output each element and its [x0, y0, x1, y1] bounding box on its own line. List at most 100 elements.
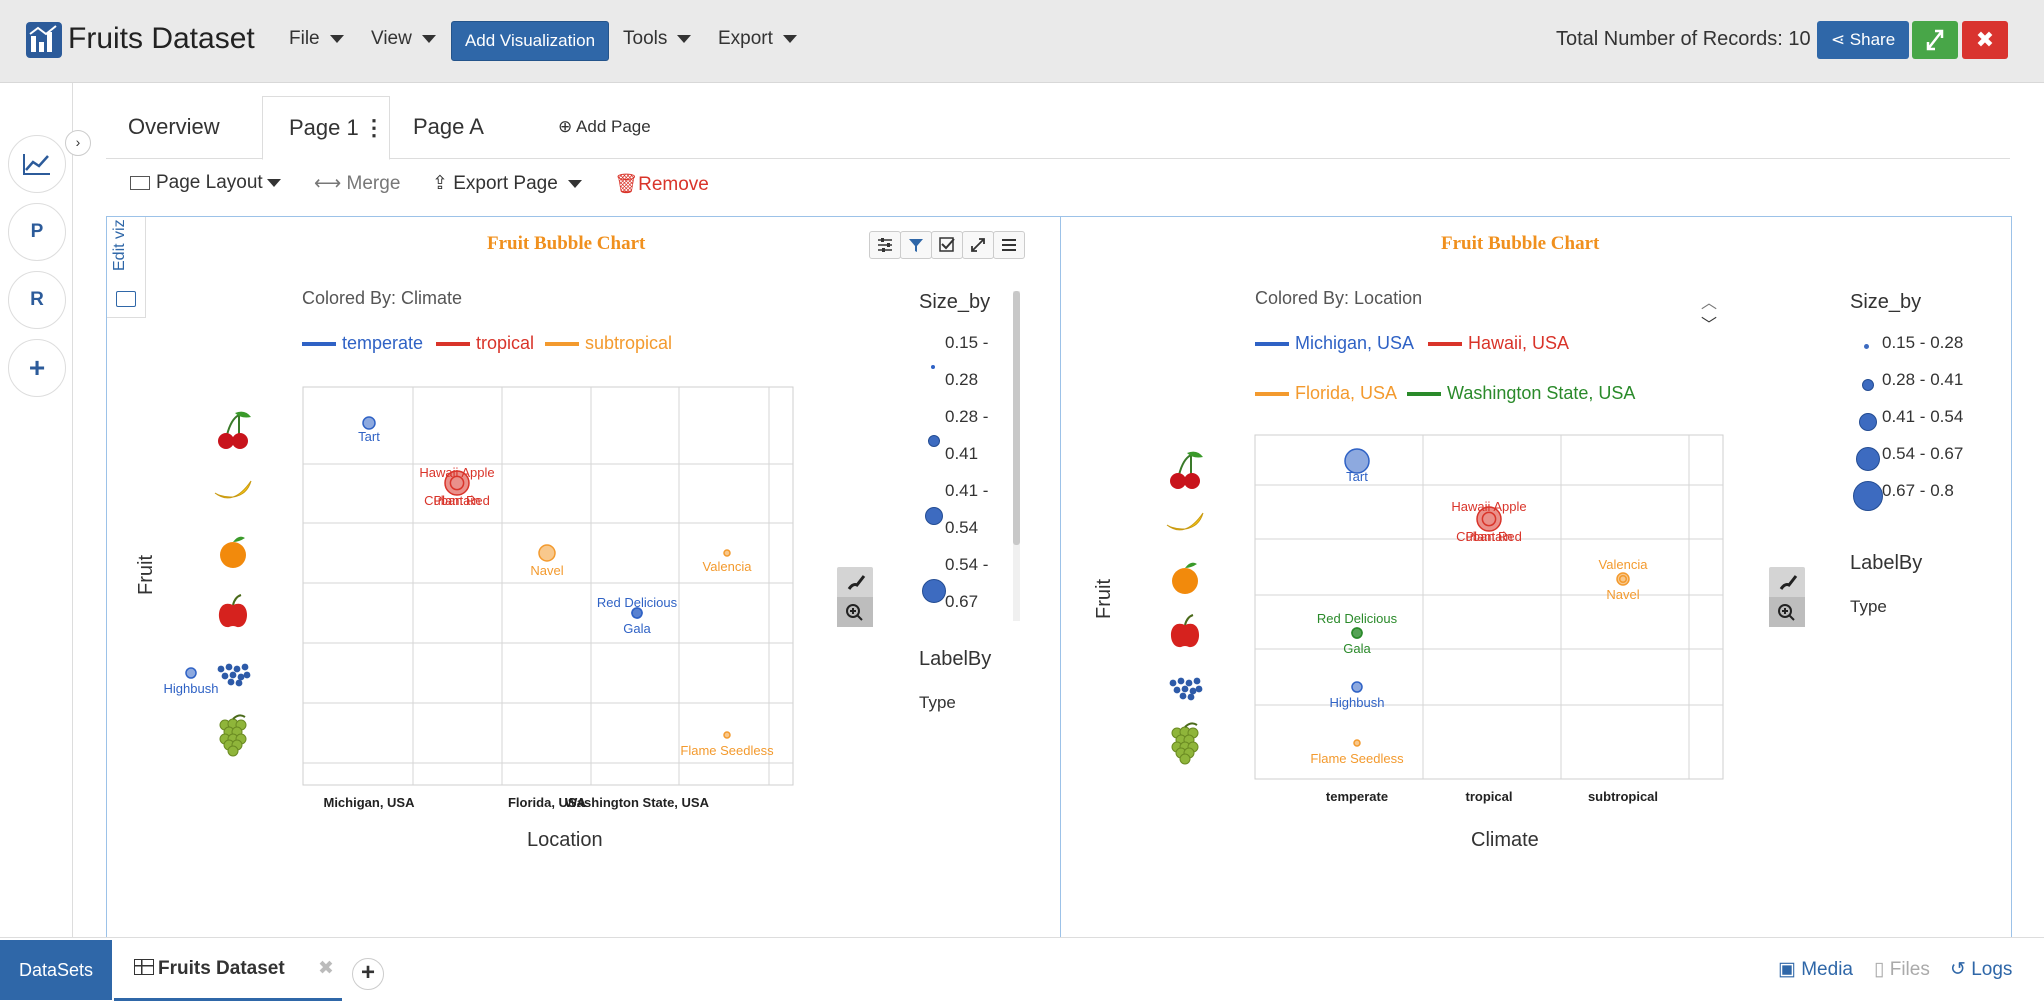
bubble-chart-right: temperate tropical subtropical Tart Hawaii A…	[1166, 434, 1724, 804]
bubble-label: Hawaii Apple	[1451, 499, 1526, 514]
legend-swatch	[1407, 392, 1441, 397]
bubble-point[interactable]	[1353, 739, 1361, 747]
brush-button[interactable]	[1769, 567, 1805, 597]
files-link[interactable]: ▯ Files	[1874, 959, 1930, 980]
settings-sliders-button[interactable]	[869, 231, 901, 259]
tab-page-1[interactable]: Page 1 ⋮	[262, 96, 390, 160]
bubble-label: Hawaii Apple	[419, 465, 494, 480]
tab-options-icon[interactable]: ⋮	[363, 115, 385, 140]
media-link[interactable]: ▣ Media	[1778, 959, 1853, 980]
share-icon: ⋖	[1830, 30, 1850, 49]
tab-overview[interactable]: Overview	[128, 114, 220, 139]
bubble-label: Navel	[530, 563, 563, 578]
add-visualization-button[interactable]: Add Visualization	[451, 21, 609, 61]
dataset-tab[interactable]: Fruits Dataset ✖	[114, 940, 342, 1001]
bubble-point[interactable]	[631, 607, 643, 619]
legend-scroll-down-icon[interactable]: ﹀	[1701, 317, 1718, 334]
close-button[interactable]: ✖	[1962, 21, 2008, 59]
legend-item-tropical[interactable]: tropical	[436, 333, 534, 354]
apple-icon	[1170, 614, 1200, 648]
plot-frame	[1254, 434, 1724, 780]
logs-link[interactable]: ↺ Logs	[1950, 959, 2013, 980]
caret-down-icon	[266, 178, 281, 187]
legend-scrollbar[interactable]	[1013, 291, 1020, 621]
sliders-icon	[878, 238, 892, 252]
hamburger-icon	[1002, 239, 1016, 251]
remove-page-button[interactable]: 🗑Remove	[614, 174, 709, 195]
legend-item-temperate[interactable]: temperate	[302, 333, 423, 354]
bubble-label: Flame Seedless	[1310, 751, 1404, 766]
arrows-horizontal-icon: ⟷	[314, 173, 347, 194]
file-menu[interactable]: File	[289, 28, 344, 50]
bubble-point[interactable]	[1616, 572, 1630, 586]
export-page-dropdown[interactable]: ⇪ Export Page	[432, 172, 582, 195]
legend-item-washington[interactable]: Washington State, USA	[1407, 383, 1635, 404]
tab-page-a[interactable]: Page A	[413, 114, 484, 139]
export-menu[interactable]: Export	[718, 28, 797, 50]
legend-swatch	[1428, 342, 1462, 347]
bubble-point[interactable]	[1476, 506, 1502, 532]
bubble-label: Red Delicious	[597, 595, 678, 610]
bubble-point[interactable]	[723, 731, 731, 739]
zoom-button[interactable]	[837, 597, 873, 627]
menu-button[interactable]	[993, 231, 1025, 259]
close-icon: ✖	[1975, 27, 1995, 52]
rail-add-button[interactable]: +	[8, 339, 66, 397]
legend-item-subtropical[interactable]: subtropical	[545, 333, 672, 354]
legend-item-hawaii[interactable]: Hawaii, USA	[1428, 333, 1569, 354]
bubble-label: Tart	[1346, 469, 1368, 484]
page-layout-dropdown[interactable]: Page Layout	[130, 172, 281, 194]
zoom-button[interactable]	[1769, 597, 1805, 627]
legend-item-michigan[interactable]: Michigan, USA	[1255, 333, 1414, 354]
brush-button[interactable]	[837, 567, 873, 597]
select-button[interactable]	[931, 231, 963, 259]
bubble-point[interactable]	[723, 549, 731, 557]
fullscreen-button[interactable]	[1912, 21, 1958, 59]
merge-button[interactable]: ⟷ Merge	[314, 173, 401, 194]
size-by-title: Size_by	[1850, 291, 1922, 313]
add-page-button[interactable]: ⊕ Add Page	[558, 117, 651, 136]
viz-panel-left: Edit viz Fruit Bubble Chart Colored By: …	[106, 216, 1062, 938]
share-button[interactable]: ⋖ Share	[1817, 21, 1909, 59]
bubble-point[interactable]	[538, 544, 556, 562]
table-icon	[134, 959, 154, 975]
legend-swatch	[1255, 342, 1289, 347]
bubble-point[interactable]	[1344, 448, 1370, 474]
size-marker-4	[1856, 447, 1880, 471]
size-by-legend-scroll[interactable]: 0.15 - 0.28 0.28 - 0.41 0.41 - 0.54 0.54…	[919, 333, 1019, 663]
layout-icon	[130, 175, 150, 190]
bubble-point[interactable]	[444, 470, 470, 496]
rail-button-r[interactable]: R	[8, 271, 66, 329]
bubble-label: Navel	[1606, 587, 1639, 602]
app-logo-icon	[26, 22, 62, 58]
x-axis-title: Location	[527, 829, 603, 851]
bubble-point[interactable]	[185, 667, 197, 679]
size-marker-5	[1853, 481, 1883, 511]
trash-icon: 🗑	[614, 174, 639, 195]
x-axis-title: Climate	[1471, 829, 1539, 851]
rail-button-p[interactable]: P	[8, 203, 66, 261]
cherry-icon	[218, 411, 251, 449]
rail-expand-toggle[interactable]: ›	[65, 130, 91, 156]
bubble-point[interactable]	[1351, 681, 1363, 693]
chart-title: Fruit Bubble Chart	[1441, 233, 1600, 254]
bubble-label: Flame Seedless	[680, 743, 774, 758]
view-menu[interactable]: View	[371, 28, 436, 50]
tools-menu[interactable]: Tools	[623, 28, 692, 50]
x-tick-label: Michigan, USA	[323, 795, 415, 810]
bubble-point[interactable]	[1351, 627, 1363, 639]
expand-icon	[971, 238, 985, 252]
x-tick-label: tropical	[1466, 789, 1513, 804]
datasets-button[interactable]: DataSets	[0, 940, 112, 1000]
add-dataset-button[interactable]: +	[352, 958, 384, 990]
legend-scroll-up-icon[interactable]: ︿	[1701, 295, 1718, 312]
bubble-label: Cuban Red	[1456, 529, 1522, 544]
filter-button[interactable]	[900, 231, 932, 259]
legend-item-florida[interactable]: Florida, USA	[1255, 383, 1397, 404]
close-tab-icon[interactable]: ✖	[318, 958, 334, 979]
size-marker-2	[928, 435, 940, 447]
colored-by-label: Colored By: Climate	[302, 288, 463, 308]
edit-viz-tab[interactable]: Edit viz	[107, 217, 146, 318]
bubble-point[interactable]	[362, 416, 376, 430]
line-chart-rail-button[interactable]	[8, 135, 66, 193]
